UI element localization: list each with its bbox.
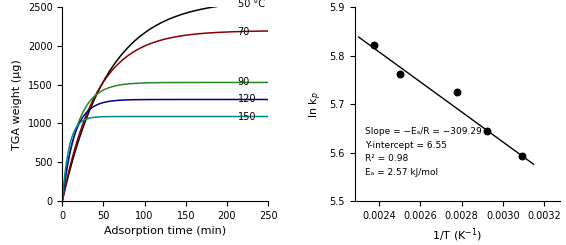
Point xyxy=(370,43,379,47)
Point xyxy=(518,154,527,158)
Y-axis label: TGA weight (µg): TGA weight (µg) xyxy=(12,59,22,149)
Text: Slope = −Eₐ/R = −309.29
Y-intercept = 6.55
R² = 0.98
Eₐ = 2.57 kJ/mol: Slope = −Eₐ/R = −309.29 Y-intercept = 6.… xyxy=(365,127,482,177)
Y-axis label: ln k$_p$: ln k$_p$ xyxy=(307,91,324,118)
Point xyxy=(483,129,492,133)
Text: 50 °C: 50 °C xyxy=(238,0,265,9)
Text: 150: 150 xyxy=(238,111,256,122)
X-axis label: 1/T (K$^{-1}$): 1/T (K$^{-1}$) xyxy=(432,226,482,244)
Point xyxy=(395,72,404,76)
X-axis label: Adsorption time (min): Adsorption time (min) xyxy=(104,226,226,236)
Point xyxy=(452,90,461,94)
Text: 90: 90 xyxy=(238,77,250,87)
Text: 120: 120 xyxy=(238,95,256,104)
Text: 70: 70 xyxy=(238,27,250,37)
